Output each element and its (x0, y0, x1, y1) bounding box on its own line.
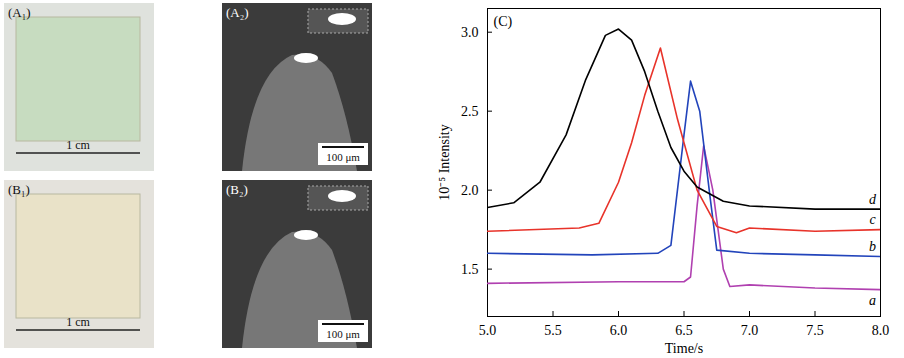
svg-text:1 cm: 1 cm (66, 138, 90, 152)
svg-text:10⁻⁵ Intensity: 10⁻⁵ Intensity (437, 124, 452, 200)
svg-text:8.0: 8.0 (872, 323, 890, 338)
svg-text:d: d (869, 192, 877, 207)
svg-text:1 cm: 1 cm (66, 315, 90, 329)
svg-text:6.5: 6.5 (675, 323, 693, 338)
svg-text:c: c (869, 212, 876, 227)
svg-text:2.5: 2.5 (461, 104, 479, 119)
svg-text:6.0: 6.0 (610, 323, 628, 338)
svg-text:(B₂): (B₂) (226, 182, 248, 197)
svg-text:(A₂): (A₂) (226, 5, 249, 20)
svg-text:7.0: 7.0 (741, 323, 759, 338)
svg-text:2.0: 2.0 (461, 183, 479, 198)
svg-text:5.5: 5.5 (544, 323, 562, 338)
svg-text:3.0: 3.0 (461, 25, 479, 40)
svg-text:(C): (C) (494, 14, 513, 30)
svg-text:7.5: 7.5 (806, 323, 824, 338)
svg-text:(A₁): (A₁) (8, 5, 31, 20)
svg-text:1.5: 1.5 (461, 262, 479, 277)
svg-text:b: b (869, 239, 876, 254)
svg-text:100 μm: 100 μm (326, 151, 360, 163)
svg-text:5.0: 5.0 (479, 323, 497, 338)
svg-text:100 μm: 100 μm (326, 328, 360, 340)
svg-text:a: a (869, 293, 876, 308)
svg-text:Time/s: Time/s (665, 341, 703, 356)
svg-text:(B₁): (B₁) (8, 182, 30, 197)
